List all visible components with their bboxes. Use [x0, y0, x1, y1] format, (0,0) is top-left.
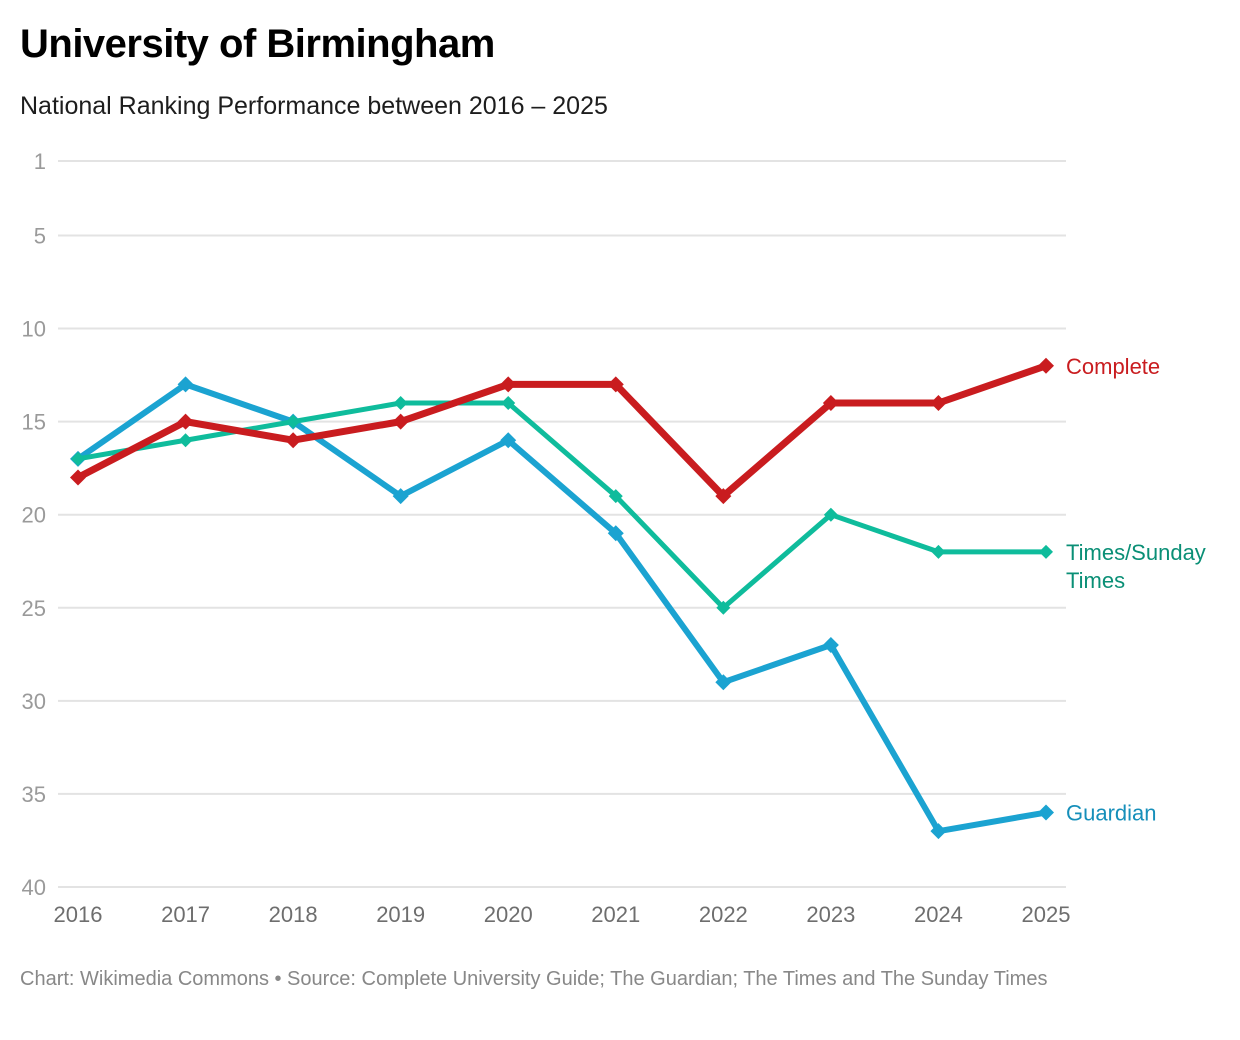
data-point-marker	[500, 376, 517, 393]
data-point-marker	[177, 376, 194, 393]
data-point-marker	[285, 432, 302, 449]
data-point-marker	[392, 413, 409, 430]
chart-title: University of Birmingham	[20, 22, 495, 66]
series-label-line: Complete	[1066, 354, 1160, 379]
series-guardian	[70, 376, 1054, 840]
x-tick-label: 2017	[161, 902, 210, 927]
x-tick-label: 2020	[484, 902, 533, 927]
series-label-times-sunday-times: Times/Sunday Times	[1066, 540, 1206, 593]
data-point-marker	[822, 395, 839, 411]
x-tick-label: 2018	[269, 902, 318, 927]
x-axis-ticks: 2016 2017 2018 2019 2020 2021 2022 2023 2024 2025	[54, 902, 1071, 927]
y-tick-label: 10	[22, 317, 46, 342]
data-point-marker	[931, 544, 946, 559]
series-line-guardian	[75, 381, 1049, 835]
x-tick-label: 2024	[914, 902, 963, 927]
data-point-marker	[71, 451, 85, 466]
series-label-guardian: Guardian	[1066, 801, 1157, 826]
data-point-marker	[607, 525, 624, 542]
data-point-marker	[715, 488, 732, 505]
data-point-marker	[177, 413, 194, 430]
data-point-marker	[1039, 544, 1053, 559]
series-complete	[70, 357, 1054, 505]
data-point-marker	[930, 395, 947, 411]
chart-subtitle: National Ranking Performance between 201…	[20, 92, 608, 120]
data-point-marker	[501, 396, 516, 410]
series-label-line: Times	[1066, 568, 1125, 593]
data-point-marker	[286, 414, 301, 429]
data-point-marker	[70, 469, 86, 486]
data-point-marker	[715, 674, 732, 691]
series-lines	[70, 357, 1054, 840]
series-line-times-sunday-times	[75, 400, 1049, 611]
data-point-marker	[822, 637, 839, 653]
y-tick-label: 40	[22, 875, 46, 900]
data-point-marker	[607, 376, 624, 393]
series-line-complete	[74, 362, 1050, 500]
x-tick-label: 2025	[1022, 902, 1071, 927]
data-point-marker	[500, 432, 517, 449]
y-tick-label: 1	[34, 149, 46, 174]
y-tick-label: 30	[22, 689, 46, 714]
y-tick-label: 20	[22, 503, 46, 528]
x-tick-label: 2016	[54, 902, 103, 927]
gridlines	[58, 160, 1066, 888]
x-tick-label: 2022	[699, 902, 748, 927]
data-point-marker	[392, 488, 409, 505]
chart-footer-credit: Chart: Wikimedia Commons • Source: Compl…	[20, 968, 1048, 990]
y-tick-label: 5	[34, 223, 46, 248]
data-point-marker	[608, 489, 623, 504]
y-tick-label: 15	[22, 410, 46, 435]
y-tick-label: 25	[22, 596, 46, 621]
series-label-line: Times/Sunday	[1066, 540, 1206, 565]
data-point-marker	[1038, 357, 1054, 374]
data-point-marker	[1038, 804, 1054, 821]
x-tick-label: 2019	[376, 902, 425, 927]
data-point-marker	[930, 823, 947, 840]
series-label-complete: Complete	[1066, 354, 1160, 379]
x-tick-label: 2023	[806, 902, 855, 927]
data-point-marker	[823, 507, 838, 522]
data-point-marker	[393, 396, 408, 410]
series-labels: Guardian Times/Sunday Times Complete	[1066, 354, 1206, 826]
series-label-line: Guardian	[1066, 801, 1157, 826]
data-point-marker	[716, 600, 731, 615]
x-tick-label: 2021	[591, 902, 640, 927]
data-point-marker	[178, 433, 193, 448]
y-tick-label: 35	[22, 782, 46, 807]
